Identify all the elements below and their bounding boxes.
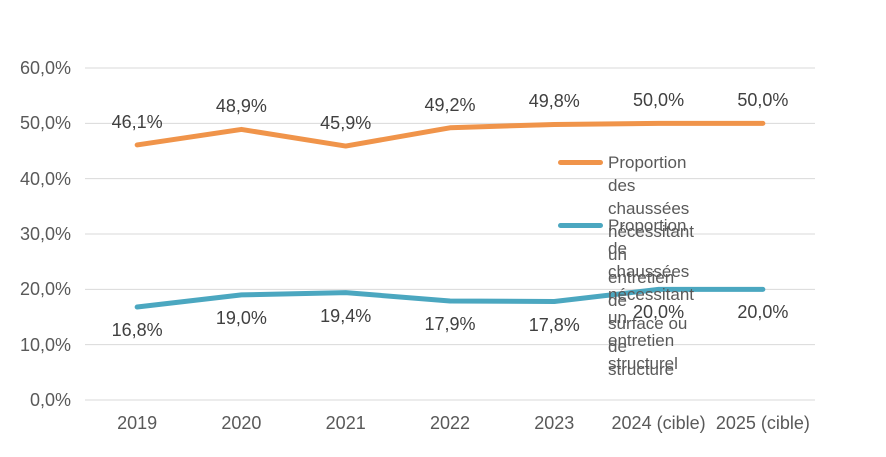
y-axis-tick-label: 30,0% xyxy=(19,224,71,244)
series-line-1 xyxy=(134,286,766,310)
x-axis-tick-label: 2020 xyxy=(221,413,262,433)
data-label: 17,9% xyxy=(424,313,476,334)
legend-item-structurel: Proportion de chaussées nécessitant un e… xyxy=(558,214,694,375)
x-axis-tick-label: 2019 xyxy=(117,413,158,433)
legend-item-surface-structure: Proportion des chaussées nécessitant un … xyxy=(558,151,694,381)
x-axis-tick-label: 2021 xyxy=(325,413,366,433)
data-label: 45,9% xyxy=(320,113,372,134)
y-axis-tick-label: 10,0% xyxy=(19,334,71,355)
y-axis-tick-label: 20,0% xyxy=(19,279,71,300)
data-label: 46,1% xyxy=(111,111,163,132)
data-label: 50,0% xyxy=(633,90,685,111)
legend-label: Proportion de chaussées nécessitant un e… xyxy=(608,216,694,373)
x-axis-tick-label: 2025 (cible) xyxy=(715,413,810,433)
legend-swatch-icon xyxy=(558,223,603,228)
x-axis-tick-label: 2023 xyxy=(534,413,575,433)
y-axis-tick-label: 40,0% xyxy=(19,168,71,189)
y-axis-tick-label: 60,0% xyxy=(19,58,71,79)
series-line-0 xyxy=(134,120,766,149)
x-axis-tick-label: 2022 xyxy=(429,413,470,433)
x-axis-tick-label: 2024 (cible) xyxy=(611,413,706,433)
legend-swatch-icon xyxy=(558,160,603,165)
legend-label: Proportion des chaussées nécessitant un … xyxy=(608,153,694,379)
data-label: 49,2% xyxy=(424,94,476,115)
data-label: 17,8% xyxy=(528,314,580,335)
data-label: 20,0% xyxy=(633,302,685,323)
y-axis-tick-label: 50,0% xyxy=(19,113,71,134)
data-label: 16,8% xyxy=(111,320,163,341)
data-label: 48,9% xyxy=(215,96,267,117)
data-label: 19,4% xyxy=(320,305,372,326)
data-label: 50,0% xyxy=(737,90,789,111)
data-label: 20,0% xyxy=(737,302,789,323)
data-label: 49,8% xyxy=(528,91,580,112)
data-label: 19,0% xyxy=(215,307,267,328)
y-axis-tick-label: 0,0% xyxy=(29,390,71,410)
